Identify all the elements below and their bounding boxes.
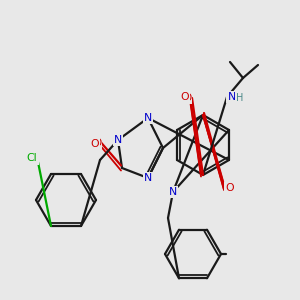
Text: N: N xyxy=(169,187,177,197)
Text: N: N xyxy=(114,135,122,145)
Text: O: O xyxy=(225,183,233,193)
Text: N: N xyxy=(144,173,152,183)
Text: O: O xyxy=(93,138,101,148)
Text: N: N xyxy=(114,135,122,145)
Text: N: N xyxy=(227,92,235,102)
Text: N: N xyxy=(144,173,152,183)
Text: N: N xyxy=(144,113,152,123)
Text: O: O xyxy=(226,183,234,193)
Text: O: O xyxy=(91,139,99,149)
Text: N: N xyxy=(228,92,236,102)
Text: H: H xyxy=(233,95,241,105)
Text: O: O xyxy=(183,93,191,103)
Text: Cl: Cl xyxy=(27,153,37,163)
Text: O: O xyxy=(181,92,189,102)
Text: N: N xyxy=(169,187,177,197)
Text: H: H xyxy=(236,93,244,103)
Text: N: N xyxy=(144,113,152,123)
Text: Cl: Cl xyxy=(28,154,38,164)
